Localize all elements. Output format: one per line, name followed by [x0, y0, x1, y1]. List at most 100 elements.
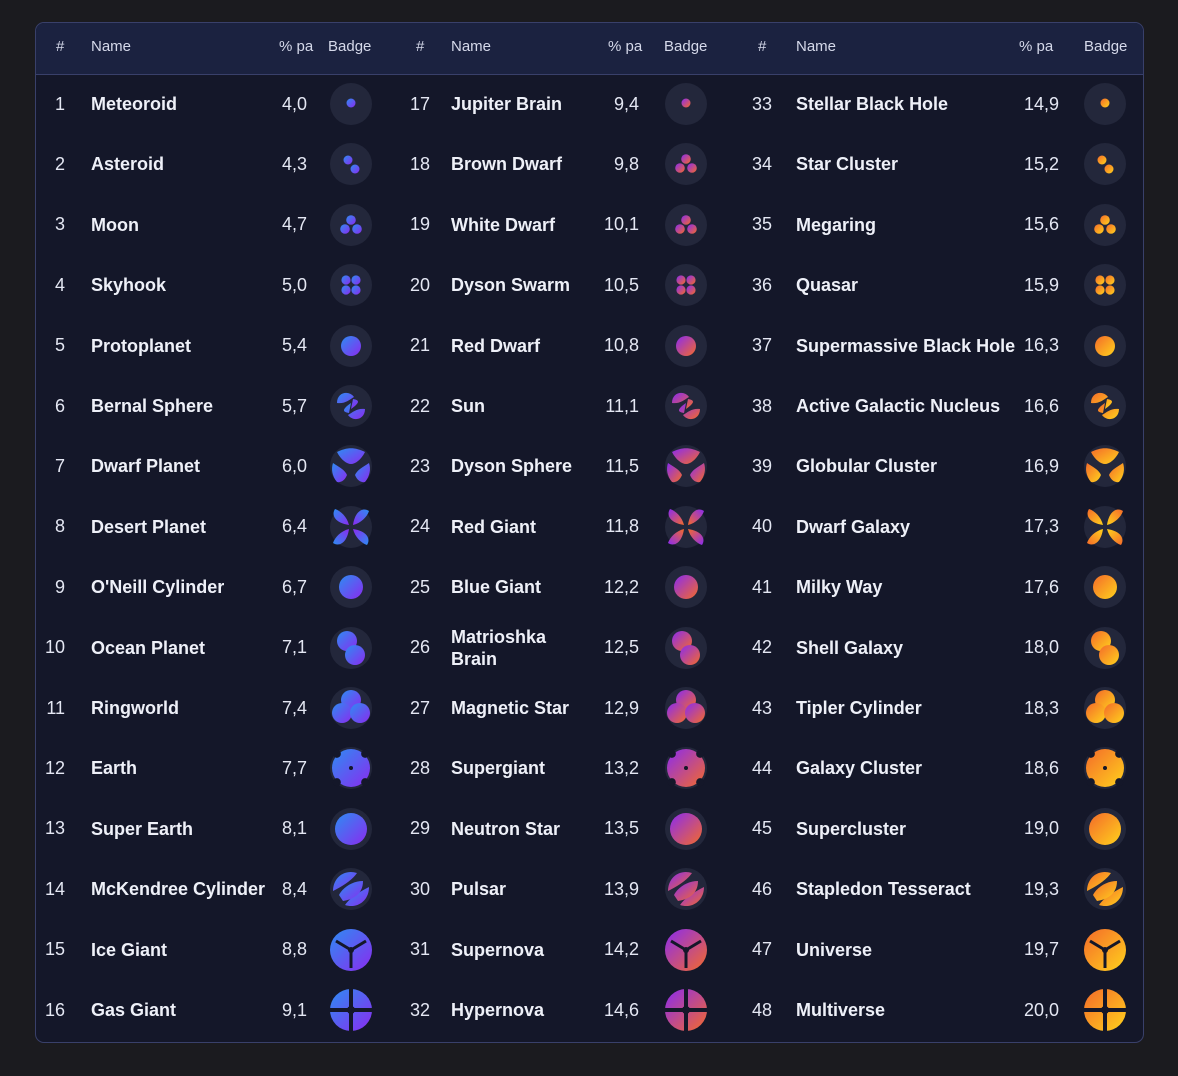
annual-rate: 7,7 — [281, 757, 307, 778]
table-row: 13 Super Earth 8,1 29 Neutron Star 13,5 45 Supe… — [36, 799, 1143, 859]
level-number: 26 — [409, 637, 430, 658]
annual-rate: 19,3 — [1023, 878, 1059, 899]
level-name: Magnetic Star — [451, 698, 570, 718]
annual-rate: 17,6 — [1023, 576, 1059, 597]
annual-rate: 10,5 — [603, 274, 639, 295]
level-name: Dwarf Planet — [91, 456, 201, 477]
level-name: Asteroid — [91, 154, 165, 175]
level-number: 12 — [44, 757, 65, 778]
dot-badge-icon — [663, 74, 709, 134]
level-number: 23 — [409, 455, 430, 476]
level-number: 37 — [751, 335, 772, 356]
level-name: Matrioshka Brain — [451, 626, 547, 669]
level-name: Moon — [91, 214, 139, 235]
annual-rate: 20,0 — [1023, 999, 1059, 1020]
column-header-pct[interactable]: % pa — [1019, 38, 1054, 55]
column-header-pct[interactable]: % pa — [279, 38, 314, 55]
level-number: 21 — [409, 335, 430, 356]
annual-rate: 10,8 — [603, 335, 639, 356]
level-number: 25 — [409, 576, 430, 597]
table-row: 5 Protoplanet 5,4 21 Red Dwarf 10,8 37 Supermas… — [36, 316, 1143, 376]
dot-badge-icon — [328, 74, 374, 134]
column-header-name[interactable]: Name — [91, 38, 132, 55]
dots2-badge-icon — [328, 134, 374, 194]
table-row: 6 Bernal Sphere 5,7 22 Sun 11,1 38 Active Galac… — [36, 376, 1143, 436]
trefoil-badge-icon — [328, 920, 374, 980]
annual-rate: 19,7 — [1023, 939, 1059, 960]
dots4-badge-icon — [663, 255, 709, 315]
annual-rate: 18,0 — [1023, 637, 1059, 658]
level-name: Hypernova — [451, 1000, 545, 1020]
annual-rate: 4,3 — [281, 153, 307, 174]
annual-rate: 11,5 — [605, 455, 639, 476]
level-name: Protoplanet — [91, 335, 192, 356]
flower-badge-icon — [663, 738, 709, 798]
table-row: 9 O'Neill Cylinder 6,7 25 Blue Giant 12,2 41 Mi… — [36, 557, 1143, 617]
level-number: 7 — [54, 455, 65, 476]
annual-rate: 7,1 — [281, 637, 307, 658]
annual-rate: 4,0 — [281, 93, 307, 114]
level-number: 1 — [54, 93, 65, 114]
level-name: Galaxy Cluster — [796, 758, 923, 779]
annual-rate: 6,4 — [281, 516, 307, 537]
annual-rate: 17,3 — [1023, 516, 1059, 537]
level-name: Milky Way — [796, 577, 883, 598]
level-number: 8 — [54, 516, 65, 537]
column-header-badge[interactable]: Badge — [1084, 38, 1128, 55]
circle-lg-badge-icon — [663, 557, 709, 617]
annual-rate: 8,8 — [281, 939, 307, 960]
column-header-name[interactable]: Name — [451, 38, 492, 55]
level-number: 42 — [751, 637, 772, 658]
annual-rate: 11,8 — [605, 516, 639, 537]
annual-rate: 7,4 — [281, 697, 307, 718]
table-row: 1 Meteoroid 4,0 17 Jupiter Brain 9,4 33 Stellar… — [36, 74, 1143, 134]
blob2-badge-icon — [328, 618, 374, 678]
column-header-num[interactable]: # — [758, 38, 767, 55]
annual-rate: 9,8 — [613, 153, 639, 174]
annual-rate: 16,3 — [1023, 335, 1059, 356]
annual-rate: 13,9 — [603, 878, 639, 899]
level-name: Jupiter Brain — [451, 94, 563, 114]
annual-rate: 13,5 — [603, 818, 639, 839]
level-number: 46 — [751, 878, 772, 899]
level-number: 20 — [409, 274, 430, 295]
annual-rate: 14,2 — [603, 939, 639, 960]
table-row: 15 Ice Giant 8,8 31 Supernova 14,2 47 Universe 1… — [36, 920, 1143, 980]
column-header-badge[interactable]: Badge — [328, 38, 372, 55]
level-name: Earth — [91, 758, 138, 779]
petals2-badge-icon — [328, 376, 374, 436]
level-name: Meteoroid — [91, 94, 178, 114]
flower-badge-icon — [328, 738, 374, 798]
table-row: 11 Ringworld 7,4 27 Magnetic Star 12,9 43 Tiple… — [36, 678, 1143, 738]
level-name: Supergiant — [451, 758, 546, 779]
annual-rate: 18,3 — [1023, 697, 1059, 718]
annual-rate: 14,6 — [603, 999, 639, 1020]
level-number: 10 — [44, 637, 65, 658]
annual-rate: 6,0 — [281, 455, 307, 476]
level-number: 45 — [751, 818, 772, 839]
annual-rate: 15,6 — [1023, 214, 1059, 235]
column-header-badge[interactable]: Badge — [664, 38, 708, 55]
swirl2-badge-icon — [663, 859, 709, 919]
column-header-num[interactable]: # — [416, 38, 425, 55]
dot-badge-icon — [1082, 74, 1128, 134]
level-name: Tipler Cylinder — [796, 698, 922, 718]
level-number: 32 — [409, 999, 430, 1020]
table-row: 4 Skyhook 5,0 20 Dyson Swarm 10,5 36 Quasar 15,9 — [36, 255, 1143, 315]
annual-rate: 10,1 — [603, 214, 639, 235]
swirl2-badge-icon — [1082, 859, 1128, 919]
level-number: 43 — [751, 697, 772, 718]
circle-lg-badge-icon — [1082, 557, 1128, 617]
level-name: Bernal Sphere — [91, 396, 214, 416]
column-header-name[interactable]: Name — [796, 38, 837, 55]
circle-xl-badge-icon — [663, 799, 709, 859]
column-header-pct[interactable]: % pa — [608, 38, 643, 55]
annual-rate: 16,6 — [1023, 395, 1059, 416]
table-row: 12 Earth 7,7 28 Supergiant 13,2 44 Galaxy Clust… — [36, 738, 1143, 798]
blob2-badge-icon — [663, 618, 709, 678]
level-name: Stellar Black Hole — [796, 94, 949, 114]
level-name: Shell Galaxy — [796, 637, 904, 658]
annual-rate: 9,4 — [613, 93, 639, 114]
level-name: McKendree Cylinder — [91, 879, 266, 900]
column-header-num[interactable]: # — [56, 38, 65, 55]
